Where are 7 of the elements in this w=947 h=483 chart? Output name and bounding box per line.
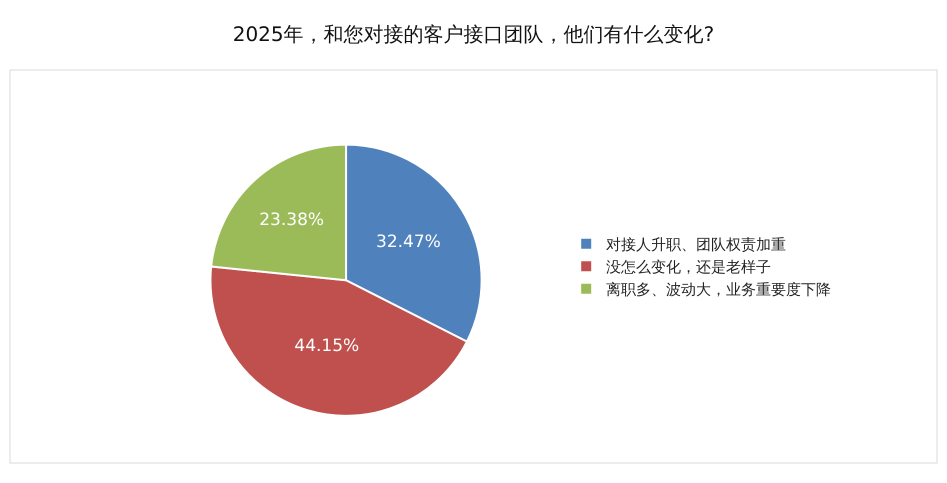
legend-label: 对接人升职、团队权责加重 [606,236,786,254]
data-label: 23.38% [259,210,324,230]
data-label: 32.47% [376,232,441,252]
legend-label: 离职多、波动大，业务重要度下降 [606,280,832,299]
chart-title: 2025年，和您对接的客户接口团队，他们有什么变化? [232,22,714,46]
data-label: 44.15% [294,336,360,356]
legend-label: 没怎么变化，还是老样子 [606,258,772,276]
